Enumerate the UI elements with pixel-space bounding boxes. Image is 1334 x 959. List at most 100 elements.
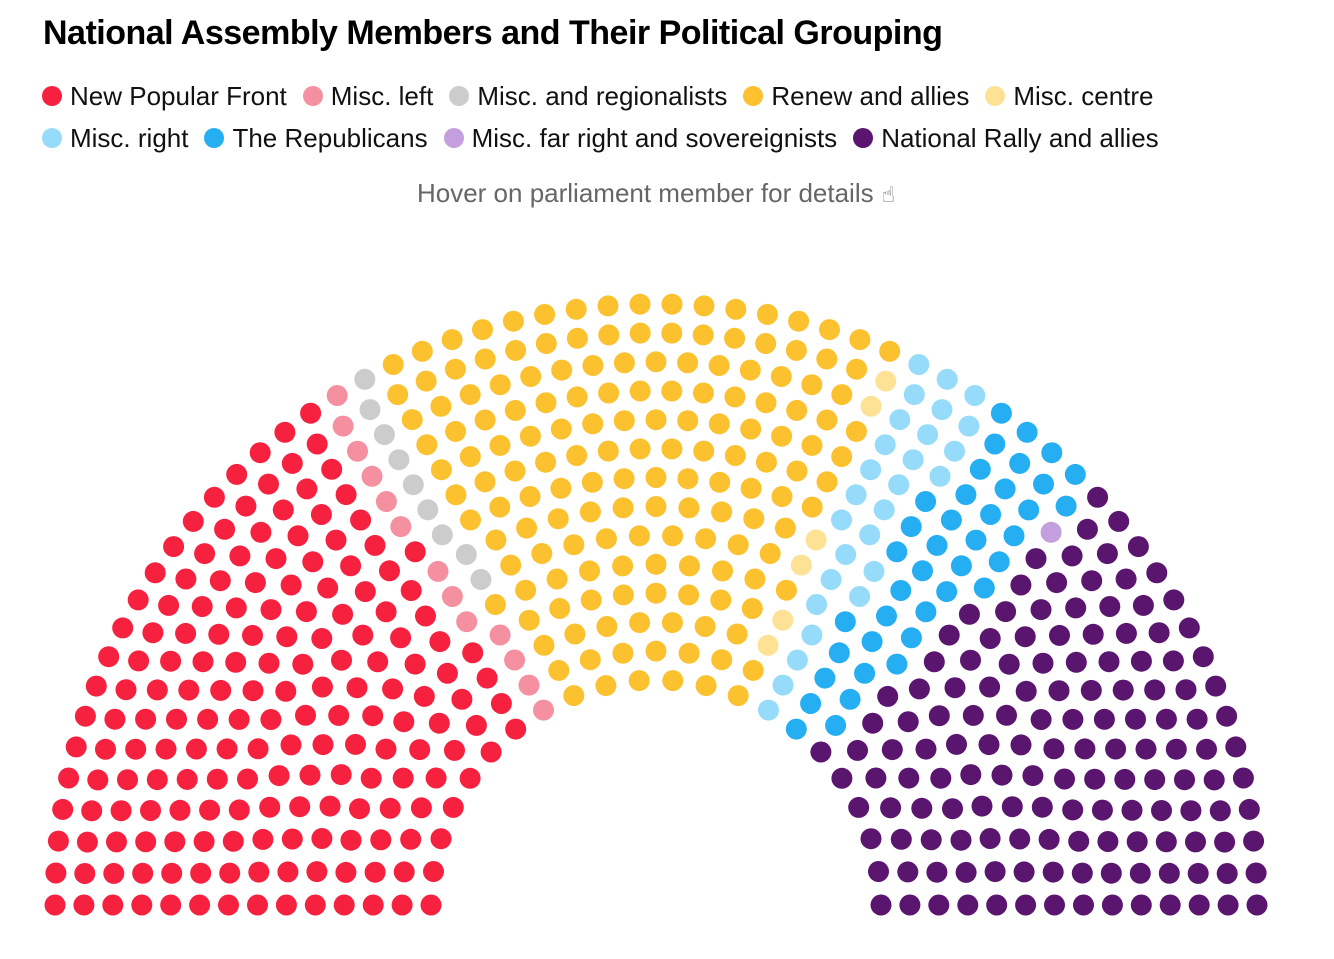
seat-renew-and-allies[interactable]: Renew and allies (661, 322, 683, 344)
seat-renew-and-allies[interactable]: Renew and allies (474, 348, 496, 370)
seat-misc-left[interactable]: Misc. left (489, 624, 511, 646)
seat-the-republicans[interactable]: The Republicans (926, 534, 948, 556)
seat-misc-far-right-and-sovereignists[interactable]: Misc. far right and sovereignists (1040, 521, 1062, 543)
seat-new-popular-front[interactable]: New Popular Front (465, 714, 487, 736)
seat-renew-and-allies[interactable]: Renew and allies (613, 352, 635, 374)
seat-national-rally-and-allies[interactable]: National Rally and allies (1180, 800, 1202, 822)
seat-new-popular-front[interactable]: New Popular Front (81, 800, 103, 822)
seat-new-popular-front[interactable]: New Popular Front (237, 768, 258, 790)
seat-new-popular-front[interactable]: New Popular Front (248, 861, 270, 883)
seat-renew-and-allies[interactable]: Renew and allies (505, 339, 527, 361)
seat-national-rally-and-allies[interactable]: National Rally and allies (1105, 738, 1127, 760)
seat-new-popular-front[interactable]: New Popular Front (340, 555, 362, 577)
seat-the-republicans[interactable]: The Republicans (965, 529, 987, 551)
seat-national-rally-and-allies[interactable]: National Rally and allies (1001, 796, 1023, 818)
seat-national-rally-and-allies[interactable]: National Rally and allies (962, 704, 984, 726)
seat-the-republicans[interactable]: The Republicans (814, 667, 836, 689)
seat-renew-and-allies[interactable]: Renew and allies (711, 649, 733, 671)
seat-new-popular-front[interactable]: New Popular Front (102, 894, 124, 916)
seat-renew-and-allies[interactable]: Renew and allies (430, 459, 452, 481)
seat-renew-and-allies[interactable]: Renew and allies (678, 642, 700, 664)
seat-new-popular-front[interactable]: New Popular Front (146, 679, 168, 701)
seat-the-republicans[interactable]: The Republicans (900, 516, 922, 538)
seat-national-rally-and-allies[interactable]: National Rally and allies (1174, 769, 1195, 791)
seat-new-popular-front[interactable]: New Popular Front (393, 861, 415, 883)
seat-national-rally-and-allies[interactable]: National Rally and allies (810, 741, 832, 763)
seat-new-popular-front[interactable]: New Popular Front (175, 622, 197, 644)
seat-new-popular-front[interactable]: New Popular Front (420, 894, 442, 916)
seat-new-popular-front[interactable]: New Popular Front (242, 624, 263, 646)
seat-national-rally-and-allies[interactable]: National Rally and allies (1245, 862, 1267, 884)
seat-the-republicans[interactable]: The Republicans (1018, 499, 1040, 521)
seat-national-rally-and-allies[interactable]: National Rally and allies (1203, 769, 1225, 791)
seat-new-popular-front[interactable]: New Popular Front (304, 894, 326, 916)
seat-national-rally-and-allies[interactable]: National Rally and allies (1246, 894, 1268, 916)
seat-new-popular-front[interactable]: New Popular Front (375, 738, 397, 760)
seat-new-popular-front[interactable]: New Popular Front (299, 764, 321, 786)
seat-national-rally-and-allies[interactable]: National Rally and allies (1042, 861, 1064, 883)
seat-new-popular-front[interactable]: New Popular Front (350, 509, 372, 531)
seat-misc-right[interactable]: Misc. right (929, 465, 951, 487)
seat-renew-and-allies[interactable]: Renew and allies (849, 329, 871, 351)
seat-renew-and-allies[interactable]: Renew and allies (819, 319, 840, 341)
seat-renew-and-allies[interactable]: Renew and allies (645, 351, 667, 373)
seat-renew-and-allies[interactable]: Renew and allies (472, 319, 493, 341)
seat-national-rally-and-allies[interactable]: National Rally and allies (1146, 562, 1168, 584)
seat-renew-and-allies[interactable]: Renew and allies (755, 451, 777, 473)
seat-new-popular-front[interactable]: New Popular Front (364, 534, 386, 556)
seat-national-rally-and-allies[interactable]: National Rally and allies (1071, 862, 1093, 884)
seat-renew-and-allies[interactable]: Renew and allies (774, 517, 796, 539)
seat-renew-and-allies[interactable]: Renew and allies (548, 659, 570, 681)
seat-new-popular-front[interactable]: New Popular Front (47, 830, 69, 852)
seat-renew-and-allies[interactable]: Renew and allies (708, 355, 730, 376)
seat-new-popular-front[interactable]: New Popular Front (295, 601, 317, 623)
seat-misc-right[interactable]: Misc. right (801, 624, 823, 646)
seat-new-popular-front[interactable]: New Popular Front (400, 828, 422, 850)
seat-new-popular-front[interactable]: New Popular Front (110, 800, 132, 822)
seat-national-rally-and-allies[interactable]: National Rally and allies (1013, 861, 1035, 883)
seat-national-rally-and-allies[interactable]: National Rally and allies (899, 894, 921, 916)
seat-new-popular-front[interactable]: New Popular Front (208, 623, 230, 645)
seat-renew-and-allies[interactable]: Renew and allies (645, 467, 667, 488)
seat-renew-and-allies[interactable]: Renew and allies (845, 420, 867, 442)
seat-renew-and-allies[interactable]: Renew and allies (566, 445, 588, 466)
seat-national-rally-and-allies[interactable]: National Rally and allies (1015, 894, 1037, 916)
seat-new-popular-front[interactable]: New Popular Front (244, 572, 266, 594)
seat-renew-and-allies[interactable]: Renew and allies (430, 395, 452, 417)
seat-new-popular-front[interactable]: New Popular Front (52, 798, 74, 820)
seat-new-popular-front[interactable]: New Popular Front (480, 741, 502, 763)
seat-renew-and-allies[interactable]: Renew and allies (816, 409, 838, 431)
seat-misc-right[interactable]: Misc. right (835, 544, 857, 565)
seat-new-popular-front[interactable]: New Popular Front (74, 863, 96, 884)
seat-renew-and-allies[interactable]: Renew and allies (727, 685, 749, 707)
seat-renew-and-allies[interactable]: Renew and allies (678, 584, 700, 606)
seat-new-popular-front[interactable]: New Popular Front (87, 769, 109, 791)
seat-misc-left[interactable]: Misc. left (347, 440, 368, 462)
seat-renew-and-allies[interactable]: Renew and allies (546, 568, 568, 590)
seat-renew-and-allies[interactable]: Renew and allies (441, 329, 463, 351)
seat-new-popular-front[interactable]: New Popular Front (166, 708, 187, 730)
seat-new-popular-front[interactable]: New Popular Front (112, 617, 134, 639)
seat-new-popular-front[interactable]: New Popular Front (311, 828, 333, 849)
seat-the-republicans[interactable]: The Republicans (785, 718, 807, 740)
seat-renew-and-allies[interactable]: Renew and allies (598, 324, 620, 346)
seat-renew-and-allies[interactable]: Renew and allies (695, 528, 717, 550)
seat-new-popular-front[interactable]: New Popular Front (247, 738, 269, 760)
seat-renew-and-allies[interactable]: Renew and allies (645, 553, 667, 575)
seat-national-rally-and-allies[interactable]: National Rally and allies (930, 767, 952, 789)
seat-renew-and-allies[interactable]: Renew and allies (531, 543, 553, 564)
seat-new-popular-front[interactable]: New Popular Front (429, 631, 451, 653)
seat-national-rally-and-allies[interactable]: National Rally and allies (870, 894, 892, 916)
seat-renew-and-allies[interactable]: Renew and allies (566, 386, 588, 408)
seat-national-rally-and-allies[interactable]: National Rally and allies (1009, 828, 1031, 850)
seat-misc-right[interactable]: Misc. right (806, 594, 828, 615)
seat-renew-and-allies[interactable]: Renew and allies (411, 340, 433, 362)
seat-new-popular-front[interactable]: New Popular Front (490, 693, 512, 714)
seat-new-popular-front[interactable]: New Popular Front (410, 797, 432, 819)
seat-renew-and-allies[interactable]: Renew and allies (661, 293, 683, 315)
seat-new-popular-front[interactable]: New Popular Front (370, 829, 392, 851)
seat-renew-and-allies[interactable]: Renew and allies (744, 568, 766, 590)
legend-item-republicans[interactable]: The Republicans (204, 123, 428, 154)
seat-renew-and-allies[interactable]: Renew and allies (694, 616, 716, 637)
seat-renew-and-allies[interactable]: Renew and allies (846, 358, 868, 380)
